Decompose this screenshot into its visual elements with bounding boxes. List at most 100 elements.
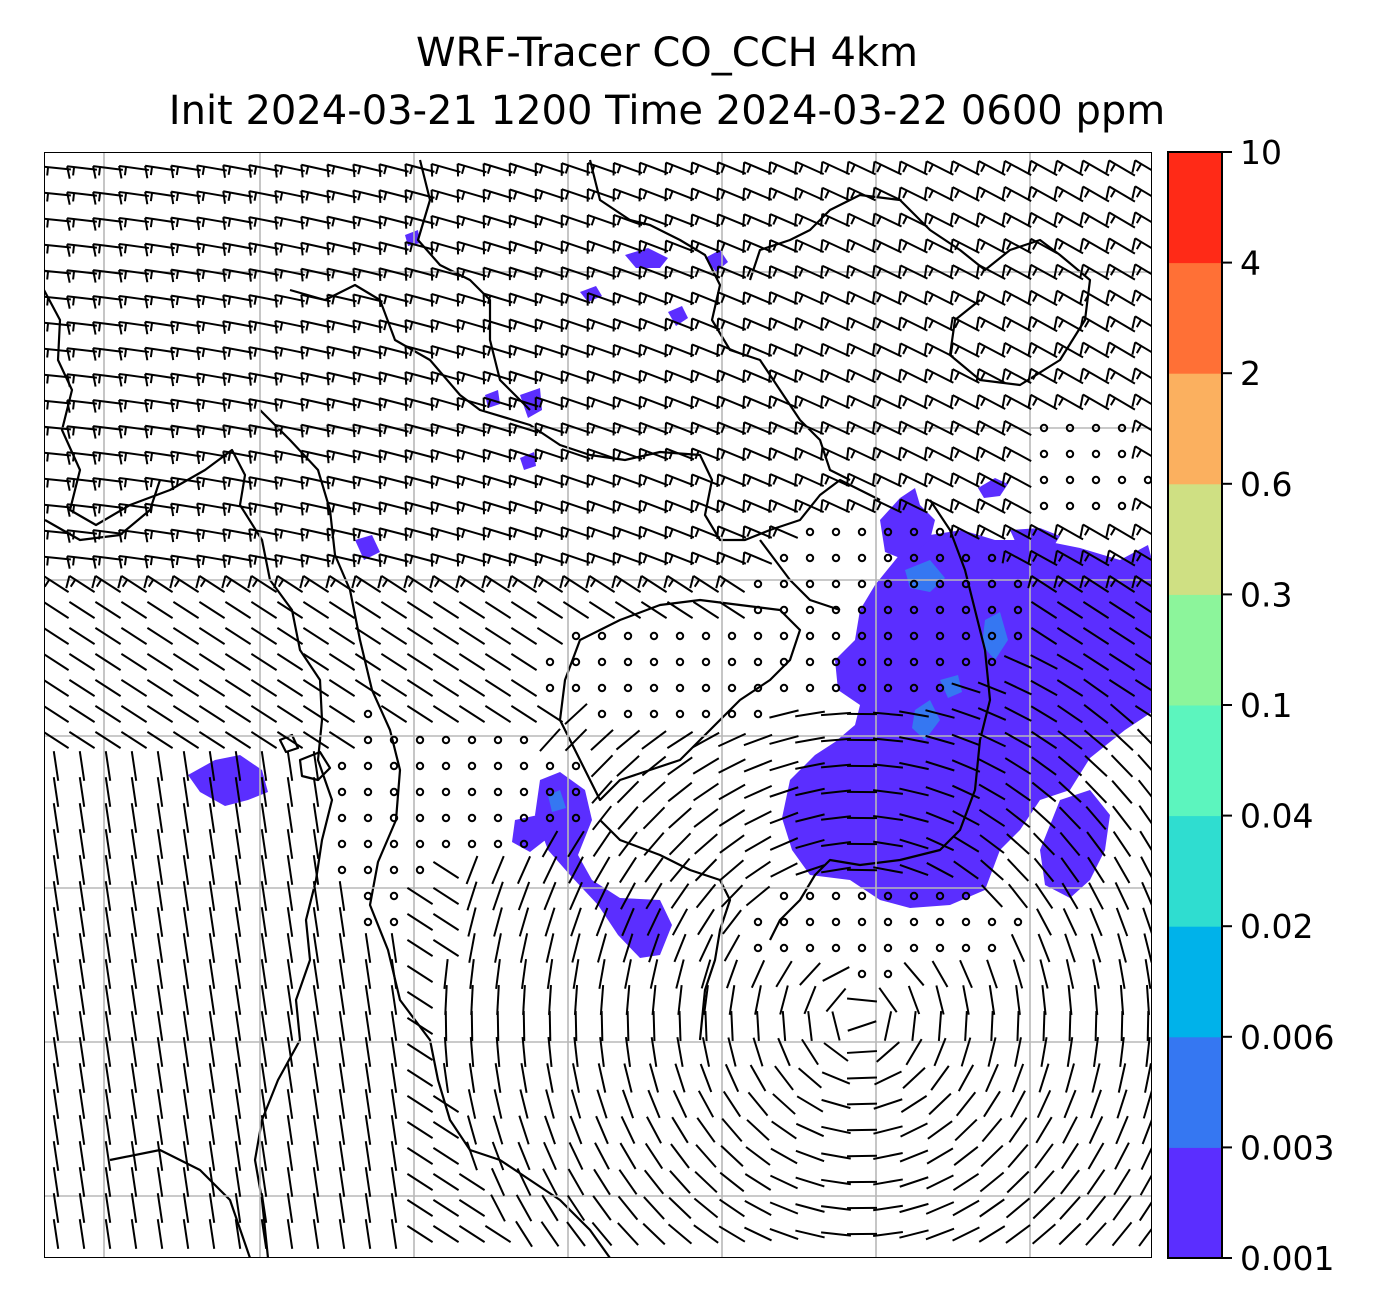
wind-barb xyxy=(44,731,70,749)
wind-barb xyxy=(718,1225,746,1243)
wind-barb xyxy=(118,242,149,257)
wind-barb xyxy=(693,1197,719,1219)
wind-barb xyxy=(985,1063,999,1093)
wind-barb xyxy=(871,290,902,306)
calm-circle xyxy=(753,943,763,953)
calm-circle xyxy=(1117,449,1127,459)
wind-barb xyxy=(234,1193,242,1223)
wind-barb xyxy=(274,397,305,412)
wind-barb xyxy=(925,811,955,825)
wind-barb xyxy=(492,1115,504,1145)
wind-barb xyxy=(300,189,331,204)
wind-barb xyxy=(586,214,617,228)
wind-barb xyxy=(651,984,657,1016)
wind-barb xyxy=(494,1063,502,1093)
wind-barb xyxy=(690,213,721,228)
colorbar-tick-label: 0.04 xyxy=(1240,797,1313,836)
wind-barb xyxy=(364,1089,372,1119)
wind-barb xyxy=(716,291,747,305)
wind-barb xyxy=(820,264,851,280)
wind-barb xyxy=(208,1193,216,1223)
wind-barb xyxy=(1079,575,1110,593)
wind-barb xyxy=(482,318,513,333)
wind-barb xyxy=(78,751,86,781)
wind-barb xyxy=(234,933,242,963)
wind-barb xyxy=(326,319,357,334)
wind-barb xyxy=(612,525,643,540)
wind-barb xyxy=(744,835,772,853)
calm-circle xyxy=(1117,475,1127,485)
wind-barb xyxy=(286,751,294,781)
wind-barb xyxy=(975,342,1006,358)
colorbar-tick-label: 0.02 xyxy=(1240,907,1313,946)
wind-barb xyxy=(250,627,278,645)
wind-barb xyxy=(1060,857,1080,883)
wind-barb xyxy=(797,1067,823,1089)
wind-barb xyxy=(104,803,112,833)
wind-barb xyxy=(130,959,138,989)
wind-barb xyxy=(182,959,190,989)
wind-barb xyxy=(44,601,70,619)
wind-barb xyxy=(1059,1196,1081,1220)
wind-barb xyxy=(364,933,372,963)
calm-circle xyxy=(415,761,425,771)
wind-barb xyxy=(873,1204,903,1212)
wind-barb xyxy=(768,369,799,383)
wind-barb xyxy=(1010,933,1026,963)
wind-barb xyxy=(975,264,1006,280)
wind-barb xyxy=(1001,263,1032,281)
wind-barb xyxy=(1113,856,1131,884)
wind-barb xyxy=(644,1142,664,1170)
wind-barb xyxy=(406,679,434,697)
wind-barb xyxy=(820,498,851,514)
wind-barb xyxy=(458,601,486,619)
wind-barb xyxy=(534,526,565,540)
calm-circle xyxy=(935,657,945,667)
wind-barb xyxy=(923,212,954,228)
wind-barb xyxy=(962,985,970,1015)
wind-barb xyxy=(118,424,149,439)
wind-barb xyxy=(586,266,617,280)
wind-barb xyxy=(92,191,124,205)
wind-barb xyxy=(364,1063,372,1093)
wind-barb xyxy=(248,216,279,230)
colorbar-bin xyxy=(1168,705,1222,817)
wind-barb xyxy=(430,214,461,229)
wind-barb xyxy=(66,555,98,569)
calm-circle xyxy=(389,735,399,745)
wind-barb xyxy=(182,1167,190,1197)
wind-barb xyxy=(978,758,1006,774)
wind-barb xyxy=(224,731,252,749)
wind-barb xyxy=(482,552,513,567)
wind-barb xyxy=(130,803,138,833)
wind-barb xyxy=(742,473,773,487)
wind-barb xyxy=(508,266,539,281)
calm-circle xyxy=(675,657,685,667)
wind-barb xyxy=(668,807,692,829)
wind-barb xyxy=(560,396,591,410)
wind-barb xyxy=(92,555,124,569)
wind-barb xyxy=(978,808,1006,828)
wind-barb xyxy=(404,267,435,281)
wind-barb xyxy=(716,265,747,279)
wind-barb xyxy=(749,1064,767,1092)
calm-circle xyxy=(1065,449,1075,459)
wind-barb xyxy=(871,186,902,202)
wind-barb xyxy=(1010,1090,1026,1118)
wind-barb xyxy=(390,1141,398,1171)
wind-barb xyxy=(286,1193,294,1223)
wind-barb xyxy=(825,987,847,1013)
wind-barb xyxy=(949,290,980,306)
wind-barb xyxy=(949,524,980,540)
wind-barb xyxy=(675,959,685,989)
wind-barb xyxy=(981,884,1003,908)
wind-barb xyxy=(234,1219,242,1249)
wind-barb xyxy=(664,265,695,280)
wind-barb xyxy=(534,370,565,384)
wind-barb xyxy=(222,502,253,516)
wind-barb xyxy=(312,777,320,807)
wind-barb xyxy=(130,1219,138,1249)
wind-barb xyxy=(78,959,86,989)
wind-barb xyxy=(404,163,435,177)
wind-barb xyxy=(196,476,227,491)
